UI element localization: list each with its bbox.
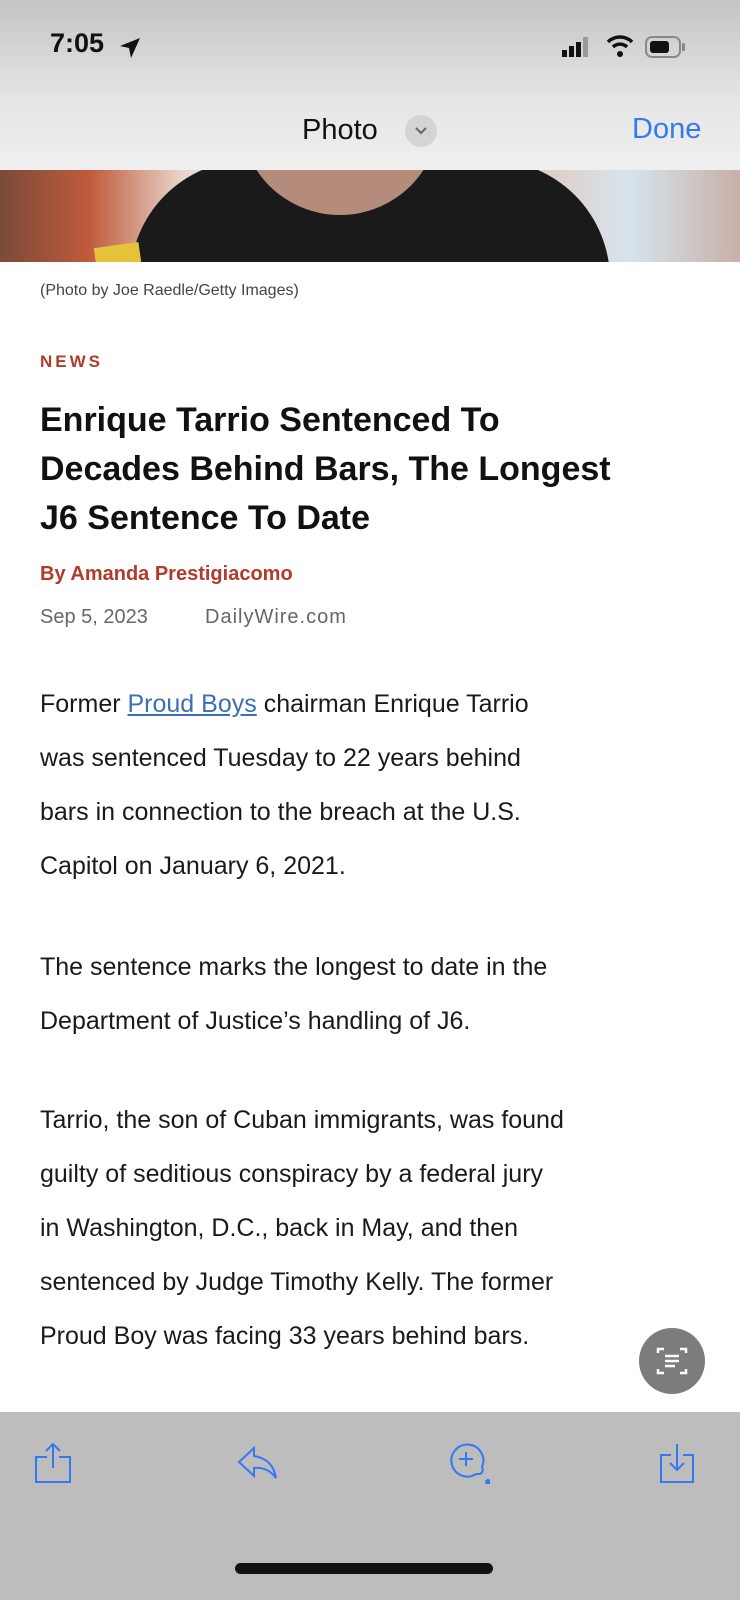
- live-text-icon: [656, 1347, 688, 1375]
- byline: By Amanda Prestigiacomo: [40, 563, 293, 585]
- publish-date: Sep 5, 2023: [40, 606, 148, 628]
- title-line: Enrique Tarrio Sentenced To: [40, 401, 500, 439]
- paragraph-2: The sentence marks the longest to date i…: [40, 940, 720, 1048]
- nav-title[interactable]: Photo: [302, 114, 378, 146]
- save-icon[interactable]: [655, 1440, 699, 1484]
- wifi-icon: [606, 35, 634, 57]
- text-line: Tarrio, the son of Cuban immigrants, was…: [40, 1106, 564, 1134]
- title-line: Decades Behind Bars, The Longest: [40, 450, 611, 488]
- title-menu-button[interactable]: [405, 115, 437, 147]
- battery-icon: [645, 36, 685, 58]
- markup-icon[interactable]: [446, 1440, 490, 1484]
- text-line: bars in connection to the breach at the …: [40, 798, 521, 826]
- proud-boys-link[interactable]: Proud Boys: [127, 690, 257, 718]
- done-button[interactable]: Done: [632, 113, 702, 145]
- text: chairman Enrique Tarrio: [256, 690, 529, 718]
- live-text-button[interactable]: [639, 1328, 705, 1394]
- signal-icon: [562, 37, 588, 57]
- chevron-down-icon: [415, 127, 427, 135]
- reply-icon[interactable]: [236, 1440, 280, 1484]
- navigation-bar: [0, 0, 740, 170]
- source: DailyWire.com: [205, 606, 347, 628]
- text-line: was sentenced Tuesday to 22 years behind: [40, 744, 521, 772]
- paragraph-1: Former Proud Boys chairman Enrique Tarri…: [40, 677, 720, 893]
- paragraph-3: Tarrio, the son of Cuban immigrants, was…: [40, 1093, 720, 1363]
- text-line: in Washington, D.C., back in May, and th…: [40, 1214, 519, 1242]
- text-line: guilty of seditious conspiracy by a fede…: [40, 1160, 544, 1188]
- home-indicator[interactable]: [235, 1563, 493, 1574]
- text: Former: [40, 690, 128, 718]
- text-line: Proud Boy was facing 33 years behind bar…: [40, 1322, 530, 1350]
- photo-caption: (Photo by Joe Raedle/Getty Images): [40, 282, 299, 299]
- text-line: sentenced by Judge Timothy Kelly. The fo…: [40, 1268, 554, 1296]
- status-time: 7:05: [50, 28, 105, 58]
- text-line: Capitol on January 6, 2021.: [40, 852, 346, 880]
- category-label: NEWS: [40, 352, 103, 371]
- article-photo: [0, 170, 740, 262]
- location-icon: [120, 38, 140, 58]
- text-line: The sentence marks the longest to date i…: [40, 953, 548, 981]
- share-icon[interactable]: [31, 1440, 75, 1484]
- article-title: Enrique Tarrio Sentenced To Decades Behi…: [40, 396, 720, 543]
- title-line: J6 Sentence To Date: [40, 499, 371, 537]
- text-line: Department of Justice’s handling of J6.: [40, 1007, 471, 1035]
